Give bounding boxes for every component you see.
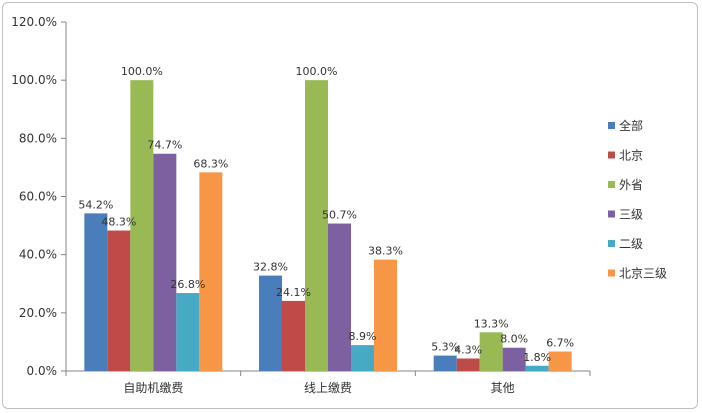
x-category-label: 其他 bbox=[491, 381, 515, 395]
bar bbox=[502, 347, 526, 371]
data-label: 48.3% bbox=[101, 216, 136, 229]
bar bbox=[282, 300, 305, 371]
y-axis: 0.0% 20.0% 40.0% 60.0% 80.0% 100.0% 120.0% bbox=[11, 15, 67, 378]
y-tick-label: 100.0% bbox=[11, 73, 57, 87]
legend-swatch bbox=[608, 181, 615, 188]
x-axis: 自助机缴费 线上缴费 其他 bbox=[65, 370, 591, 395]
legend-label: 北京三级 bbox=[619, 267, 667, 281]
legend-label: 北京 bbox=[619, 149, 643, 163]
legend-swatch bbox=[608, 210, 615, 218]
legend-label: 二级 bbox=[619, 237, 643, 251]
data-label: 32.8% bbox=[253, 261, 288, 274]
legend-swatch bbox=[608, 151, 615, 159]
bar bbox=[199, 172, 223, 371]
x-category-label: 线上缴费 bbox=[304, 380, 352, 395]
data-label: 38.3% bbox=[368, 245, 403, 258]
y-tick-label: 40.0% bbox=[19, 248, 57, 262]
legend-swatch bbox=[608, 122, 615, 129]
y-tick-label: 60.0% bbox=[19, 190, 57, 204]
data-label: 54.2% bbox=[78, 198, 113, 211]
data-label: 8.0% bbox=[500, 333, 528, 346]
data-label: 4.3% bbox=[454, 343, 482, 356]
y-tick-label: 80.0% bbox=[19, 131, 57, 145]
bar bbox=[525, 365, 549, 371]
data-label: 6.7% bbox=[546, 337, 574, 350]
data-label: 100.0% bbox=[121, 65, 163, 78]
y-tick-label: 120.0% bbox=[11, 15, 57, 29]
legend-label: 外省 bbox=[619, 178, 643, 192]
legend-swatch bbox=[608, 240, 615, 247]
data-label: 100.0% bbox=[296, 65, 338, 78]
bar bbox=[351, 345, 374, 371]
data-label: 8.9% bbox=[349, 330, 377, 343]
legend-label: 全部 bbox=[619, 118, 643, 133]
bar bbox=[176, 293, 200, 371]
legend-swatch bbox=[608, 269, 615, 277]
bar bbox=[153, 153, 177, 371]
y-tick-label: 20.0% bbox=[19, 306, 57, 320]
data-labels: 54.2% 48.3% 100.0% 74.7% 26.8% 68.3% 32.8% 24.1… bbox=[78, 65, 574, 364]
y-tick-label: 0.0% bbox=[27, 364, 58, 378]
data-label: 50.7% bbox=[322, 209, 357, 222]
bar bbox=[107, 230, 131, 371]
bars bbox=[84, 80, 572, 372]
bar bbox=[456, 358, 480, 371]
bar bbox=[328, 223, 351, 371]
data-label: 24.1% bbox=[276, 286, 311, 299]
data-label: 74.7% bbox=[147, 139, 182, 152]
legend-label: 三级 bbox=[619, 208, 643, 222]
bar bbox=[548, 351, 572, 371]
bar bbox=[374, 259, 397, 371]
data-label: 68.3% bbox=[193, 157, 228, 170]
bar bbox=[305, 80, 328, 372]
data-label: 5.3% bbox=[431, 341, 459, 354]
bar bbox=[479, 332, 503, 371]
x-category-label: 自助机缴费 bbox=[123, 380, 183, 395]
bar bbox=[84, 213, 108, 371]
bar bbox=[433, 355, 457, 371]
bar bbox=[130, 80, 154, 372]
data-label: 26.8% bbox=[170, 278, 205, 291]
data-label: 13.3% bbox=[474, 317, 509, 330]
data-label: 1.8% bbox=[523, 351, 551, 364]
bar bbox=[259, 275, 282, 371]
